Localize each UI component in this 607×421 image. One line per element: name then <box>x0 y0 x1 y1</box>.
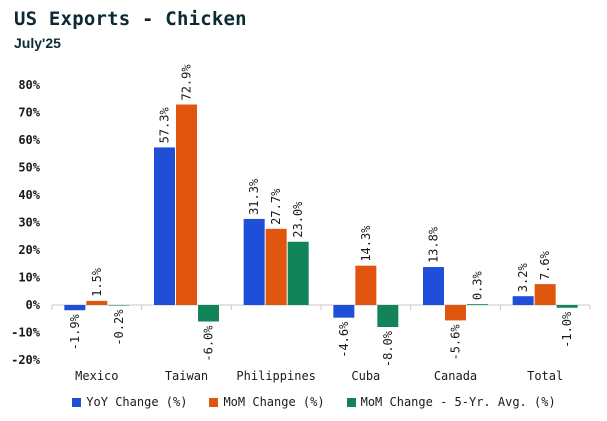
chart-title: US Exports - Chicken <box>14 8 247 30</box>
data-label: 13.8% <box>427 226 441 263</box>
bar <box>154 147 175 305</box>
category-label: Cuba <box>351 369 380 383</box>
legend-item: YoY Change (%) <box>72 395 187 409</box>
bar <box>445 305 466 321</box>
bar <box>64 305 86 311</box>
bar <box>287 241 309 305</box>
bar <box>556 305 578 308</box>
data-label: -5.6% <box>449 324 463 361</box>
bar <box>333 305 355 318</box>
legend-label: YoY Change (%) <box>86 395 188 409</box>
bar <box>377 305 399 327</box>
bar <box>534 284 556 305</box>
legend-label: MoM Change (%) <box>223 395 325 409</box>
category-label: Total <box>527 369 563 383</box>
y-tick-label: -20% <box>11 353 41 367</box>
y-tick-label: 0% <box>26 298 41 312</box>
bar <box>265 228 287 305</box>
y-tick-label: 50% <box>18 161 40 175</box>
data-label: -0.2% <box>112 309 126 346</box>
bar <box>243 218 265 305</box>
data-label: 57.3% <box>158 107 172 144</box>
y-tick-label: 10% <box>18 271 40 285</box>
legend-item: MoM Change (%) <box>209 395 325 409</box>
bar <box>108 305 130 306</box>
category-label: Canada <box>434 369 477 383</box>
bar <box>176 104 197 306</box>
data-label: 31.3% <box>247 178 261 215</box>
data-label: -6.0% <box>202 325 216 362</box>
category-label: Taiwan <box>165 369 208 383</box>
data-label: 72.9% <box>180 64 194 101</box>
chart-subtitle: July'25 <box>14 35 61 51</box>
legend-item: MoM Change - 5-Yr. Avg. (%) <box>346 395 556 409</box>
data-label: -1.9% <box>68 313 82 350</box>
data-label: 14.3% <box>359 225 373 262</box>
y-tick-label: 70% <box>18 106 40 120</box>
data-label: 0.3% <box>471 271 485 301</box>
data-label: -4.6% <box>337 321 351 358</box>
y-tick-label: 30% <box>18 216 40 230</box>
data-label: 3.2% <box>516 263 530 293</box>
bar <box>512 296 534 305</box>
data-label: 1.5% <box>90 267 104 297</box>
y-tick-label: -10% <box>11 326 41 340</box>
data-label: 27.7% <box>269 188 283 225</box>
chart-legend: YoY Change (%) MoM Change (%) MoM Change -… <box>44 395 584 409</box>
legend-swatch <box>209 397 219 407</box>
legend-swatch <box>346 397 356 407</box>
legend-swatch <box>72 397 82 407</box>
bar <box>423 267 444 305</box>
bar <box>355 265 377 305</box>
bar <box>467 304 488 305</box>
data-label: -1.0% <box>560 311 574 348</box>
bar <box>86 300 108 305</box>
data-label: -8.0% <box>381 330 395 367</box>
legend-label: MoM Change - 5-Yr. Avg. (%) <box>360 395 556 409</box>
category-label: Mexico <box>75 369 118 383</box>
y-tick-label: 20% <box>18 243 40 257</box>
y-tick-label: 80% <box>18 78 40 92</box>
y-tick-label: 60% <box>18 133 40 147</box>
bar <box>198 305 219 322</box>
category-label: Philippines <box>236 369 315 383</box>
data-label: 23.0% <box>291 201 305 238</box>
data-label: 7.6% <box>538 250 552 280</box>
y-tick-label: 40% <box>18 188 40 202</box>
